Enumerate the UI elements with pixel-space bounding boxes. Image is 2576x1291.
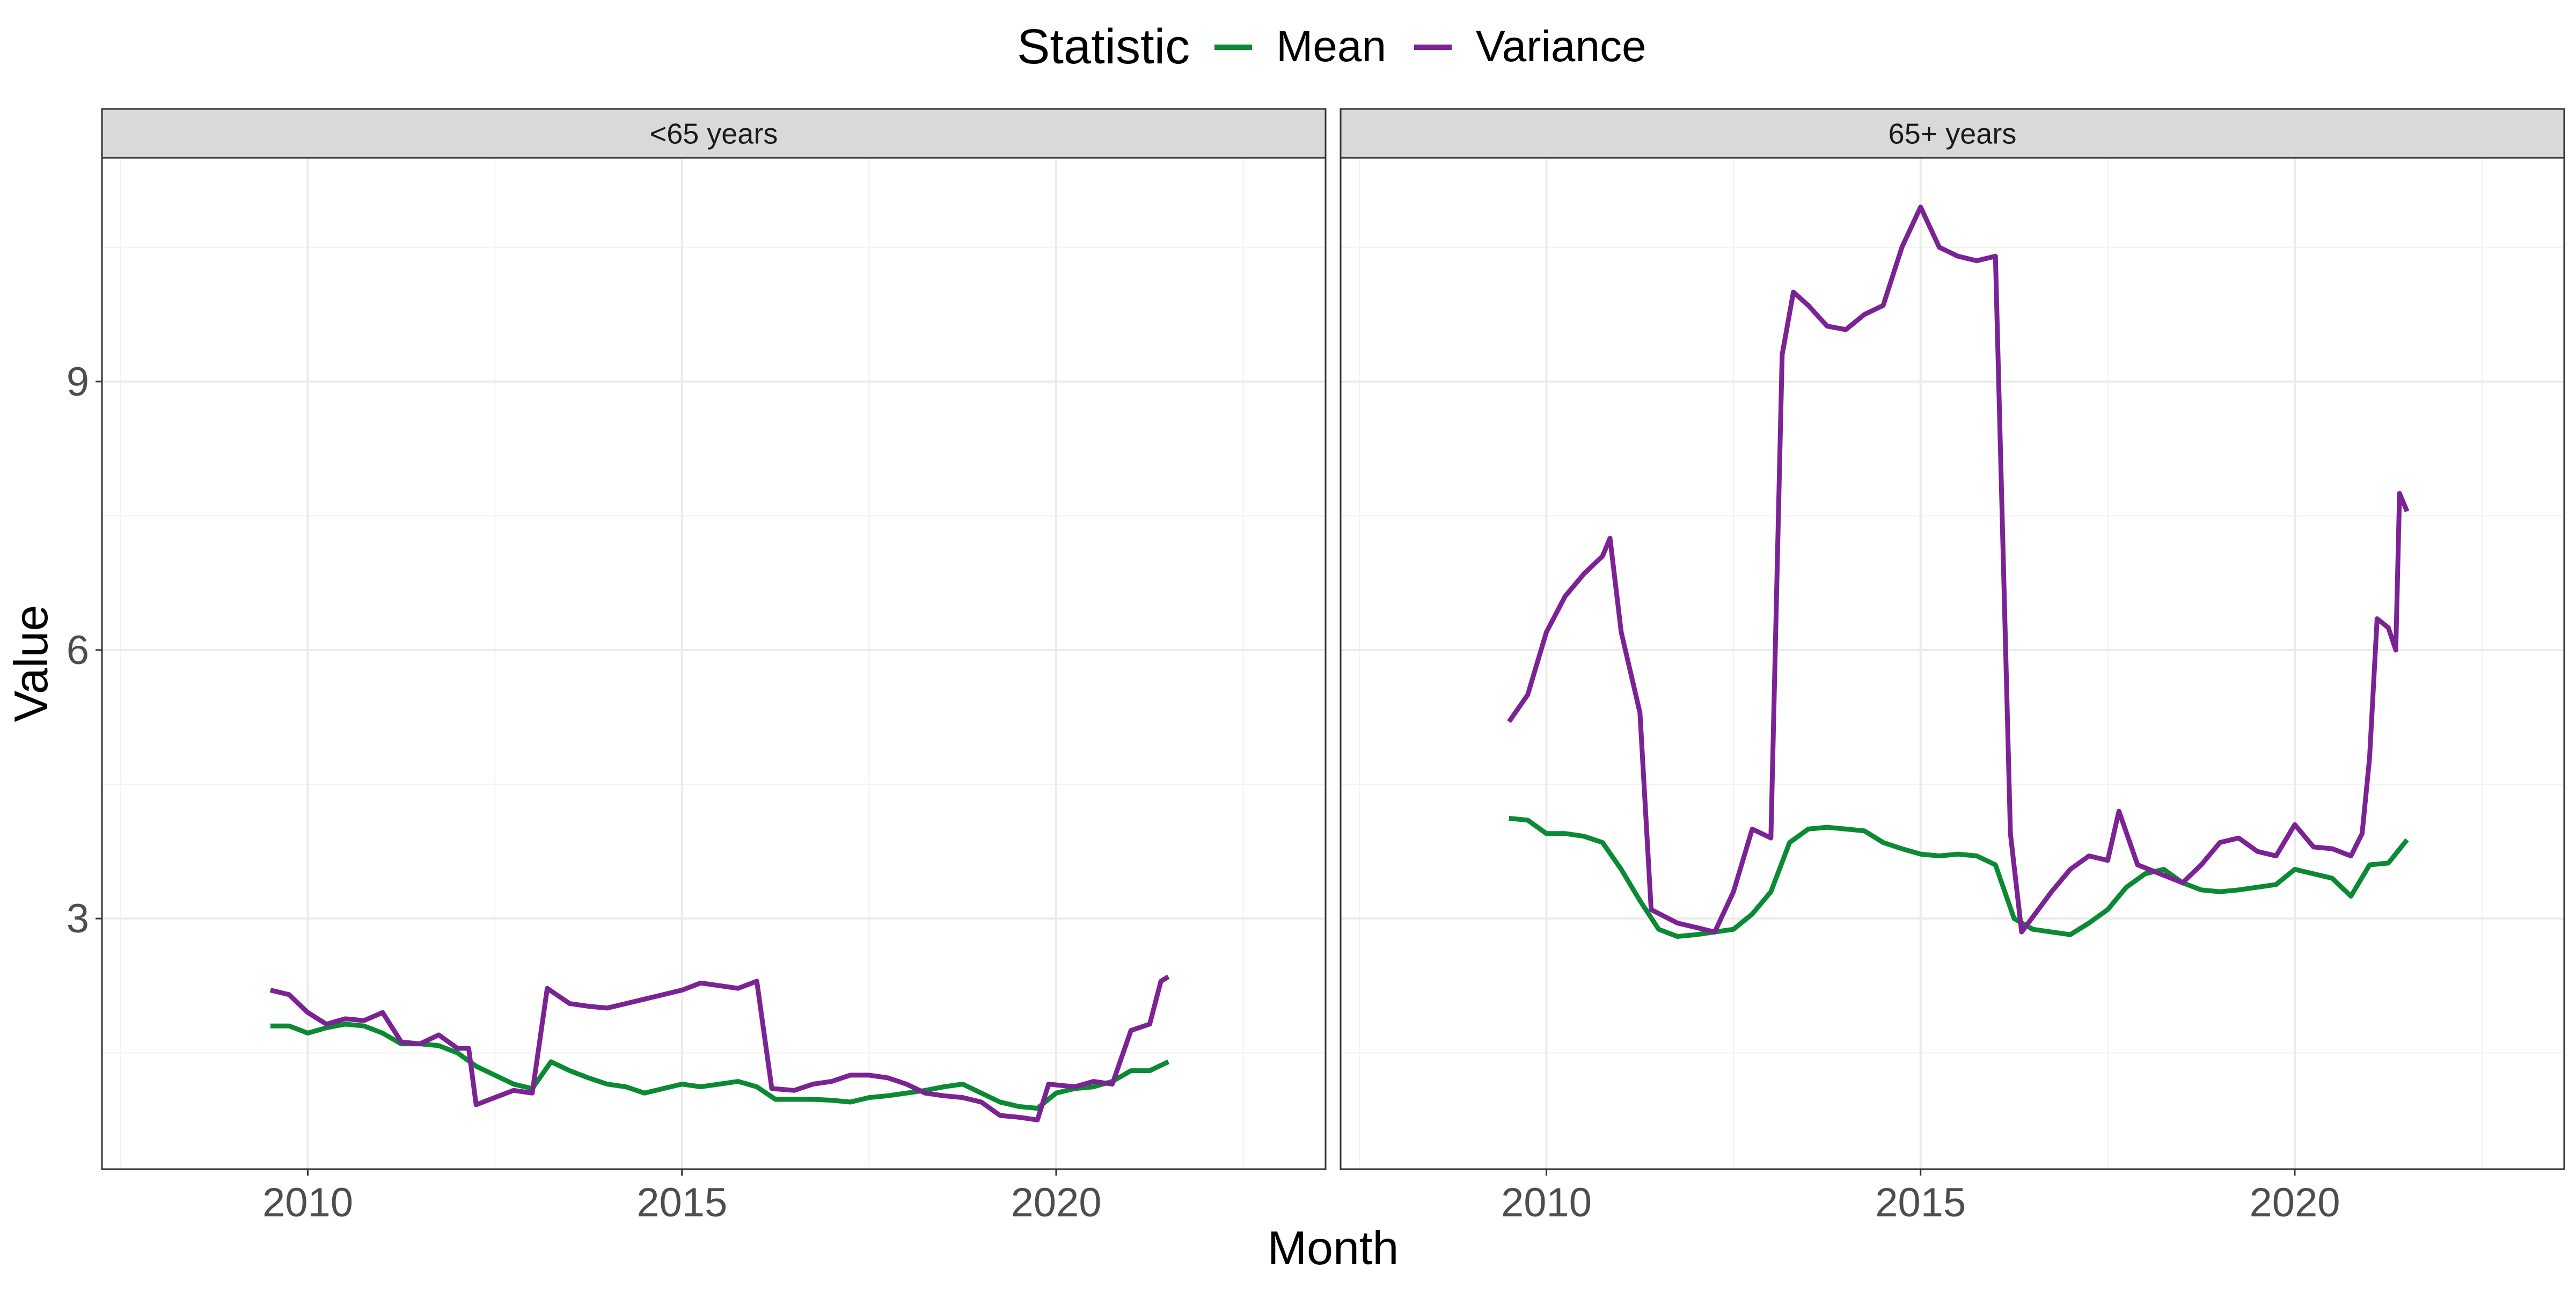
panel-strip bbox=[101, 108, 1327, 159]
y-tick-label: 6 bbox=[67, 628, 89, 673]
panel-border bbox=[1340, 157, 2565, 1170]
panel-strip-label: 65+ years bbox=[1889, 118, 2017, 150]
series-line-variance bbox=[1507, 205, 2410, 935]
y-tick-label: 3 bbox=[67, 896, 89, 942]
panel-background bbox=[1341, 158, 2564, 1169]
panel-background bbox=[102, 158, 1326, 1169]
y-axis-title: Value bbox=[4, 605, 57, 723]
x-tick-label: 2020 bbox=[2249, 1180, 2340, 1226]
y-tick-label: 9 bbox=[67, 359, 89, 405]
legend: Statistic Mean Variance bbox=[1017, 19, 1646, 74]
panel-strip-label: <65 years bbox=[650, 118, 778, 150]
legend-label-mean: Mean bbox=[1276, 22, 1386, 71]
x-tick-label: 2010 bbox=[262, 1180, 353, 1226]
series-line-mean bbox=[1509, 815, 2409, 939]
x-tick-label: 2015 bbox=[1875, 1180, 1966, 1226]
legend-label-variance: Variance bbox=[1476, 22, 1646, 71]
legend-title: Statistic bbox=[1017, 19, 1190, 74]
x-tick-label: 2020 bbox=[1011, 1180, 1101, 1226]
panel-1: <65 years 2010 2015 2020 3 6 9 bbox=[67, 108, 1327, 1226]
x-tick-label: 2010 bbox=[1501, 1180, 1592, 1226]
panel-strip bbox=[1340, 108, 2565, 159]
panel-2: 65+ years 2010 2015 2020 bbox=[1340, 108, 2565, 1226]
x-axis-title: Month bbox=[1268, 1221, 1399, 1274]
series-line-variance bbox=[269, 974, 1170, 1122]
x-tick-label: 2015 bbox=[636, 1180, 727, 1226]
panel-border bbox=[101, 157, 1327, 1170]
